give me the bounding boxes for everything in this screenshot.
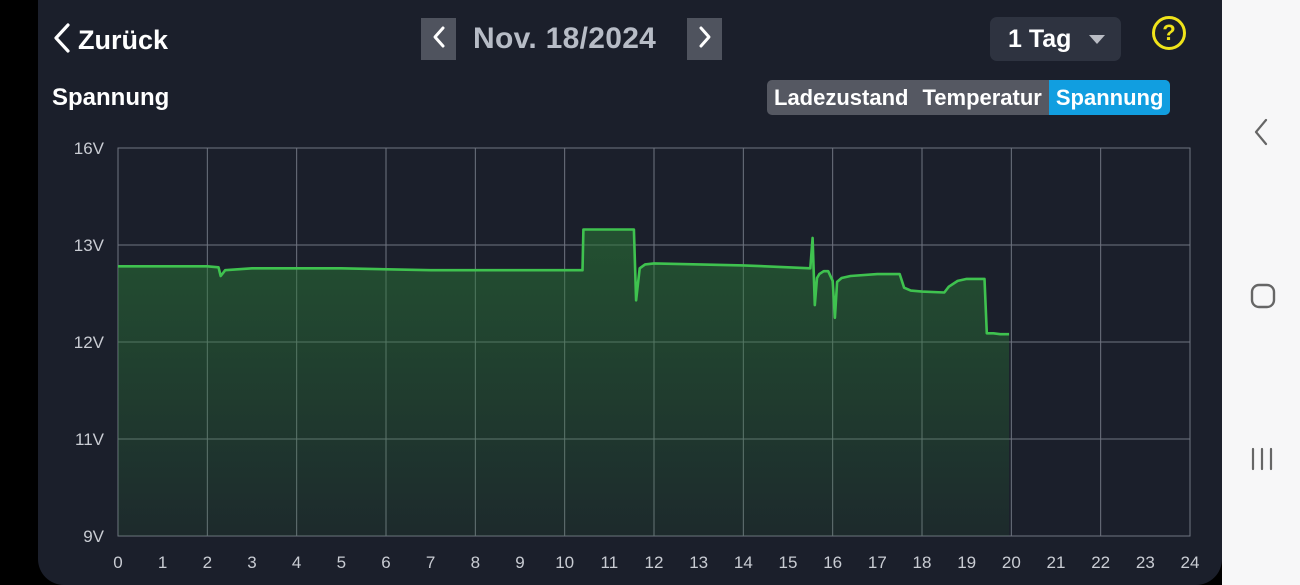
x-tick-label: 17 <box>868 553 887 572</box>
x-tick-label: 5 <box>337 553 346 572</box>
section-title: Spannung <box>52 84 170 111</box>
voltage-area <box>118 229 1010 536</box>
chevron-right-icon <box>697 25 713 54</box>
y-tick-label: 9V <box>83 527 104 546</box>
chart-line <box>118 228 1010 336</box>
home-icon[interactable] <box>1250 283 1276 314</box>
y-tick-label: 11V <box>75 430 105 449</box>
x-tick-label: 21 <box>1047 553 1066 572</box>
help-button[interactable]: ? <box>1152 16 1186 50</box>
question-mark-icon: ? <box>1162 20 1176 45</box>
x-tick-label: 18 <box>913 553 932 572</box>
recents-icon[interactable] <box>1250 447 1274 476</box>
chevron-left-icon <box>52 22 72 59</box>
x-tick-label: 1 <box>158 553 167 572</box>
x-tick-label: 23 <box>1136 553 1155 572</box>
back-label: Zurück <box>78 24 169 55</box>
x-tick-label: 8 <box>471 553 480 572</box>
x-tick-label: 0 <box>113 553 122 572</box>
x-tick-label: 9 <box>515 553 524 572</box>
x-tick-label: 22 <box>1091 553 1110 572</box>
x-tick-label: 19 <box>957 553 976 572</box>
x-tick-label: 15 <box>779 553 798 572</box>
app-window: Zurück Nov. 18/2024 1 Tag ? Spannung Lad… <box>38 0 1222 585</box>
back-button[interactable]: Zurück <box>52 20 168 60</box>
tab-temperatur[interactable]: Temperatur <box>922 85 1042 110</box>
tab-spannung[interactable]: Spannung <box>1048 80 1171 115</box>
x-axis-labels: 0 1 2 3 4 5 6 7 8 9 10 11 12 13 14 15 16 17 18 19 20 21 22 23 24 <box>113 553 1199 572</box>
metric-tabs: Ladezustand Temperatur Spannung <box>767 80 1171 115</box>
chart-area <box>118 229 1010 536</box>
date-label: Nov. 18/2024 <box>473 22 657 55</box>
previous-day-button[interactable] <box>421 18 456 60</box>
range-label: 1 Tag <box>1008 24 1072 53</box>
x-tick-label: 16 <box>823 553 842 572</box>
x-tick-label: 14 <box>734 553 753 572</box>
x-tick-label: 13 <box>689 553 708 572</box>
y-tick-label: 12V <box>74 333 105 352</box>
x-tick-label: 4 <box>292 553 301 572</box>
x-tick-label: 10 <box>555 553 574 572</box>
y-tick-label: 16V <box>74 139 105 158</box>
x-tick-label: 24 <box>1181 553 1200 572</box>
x-tick-label: 20 <box>1002 553 1021 572</box>
back-icon[interactable] <box>1254 118 1268 151</box>
x-tick-label: 11 <box>601 553 619 572</box>
x-tick-label: 2 <box>203 553 212 572</box>
next-day-button[interactable] <box>687 18 722 60</box>
x-tick-label: 7 <box>426 553 435 572</box>
x-tick-label: 6 <box>381 553 390 572</box>
y-axis-labels: 9V 11V 12V 13V 16V <box>74 139 105 546</box>
system-navigation-bar <box>1222 0 1300 585</box>
chevron-left-icon <box>431 25 447 54</box>
x-tick-label: 12 <box>645 553 664 572</box>
voltage-line <box>118 228 1010 336</box>
range-dropdown[interactable]: 1 Tag <box>990 17 1121 61</box>
tab-ladezustand[interactable]: Ladezustand <box>774 85 909 110</box>
x-tick-label: 3 <box>247 553 256 572</box>
y-tick-label: 13V <box>74 236 105 255</box>
